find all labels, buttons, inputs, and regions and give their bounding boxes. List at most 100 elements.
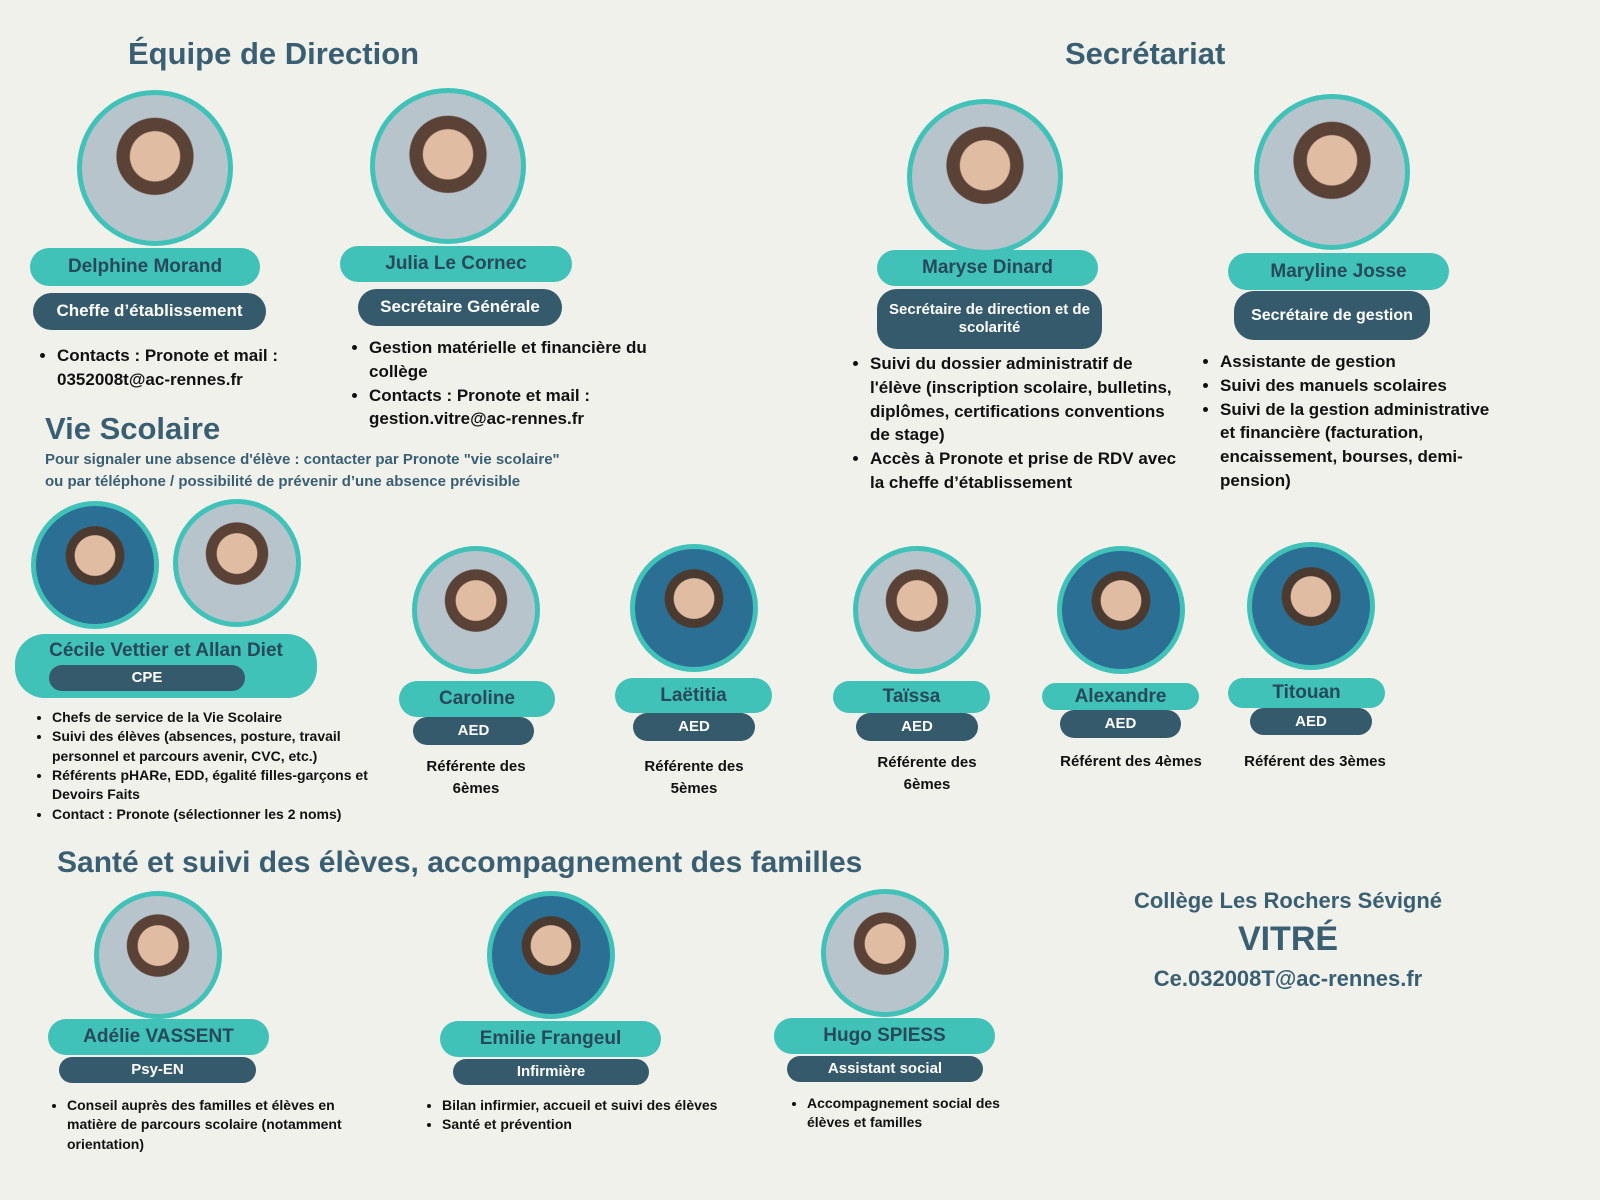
bullet-list: Gestion matérielle et financière du coll… bbox=[347, 336, 667, 431]
name-pill: Emilie Frangeul bbox=[440, 1021, 661, 1057]
vie-scolaire-note-2: ou par téléphone / possibilité de préven… bbox=[45, 473, 521, 490]
role-pill: Secrétaire de direction et de scolarité bbox=[877, 289, 1102, 349]
college-city: VITRÉ bbox=[1237, 920, 1339, 958]
person-name: Delphine Morand bbox=[67, 256, 223, 277]
name-pill: Taïssa bbox=[833, 681, 990, 713]
bullet-item: Contact : Pronote (sélectionner les 2 no… bbox=[52, 805, 390, 824]
bullet-list: Contacts : Pronote et mail : 0352008t@ac… bbox=[35, 344, 335, 392]
person-photo bbox=[1057, 546, 1185, 674]
role-pill: Secrétaire Générale bbox=[358, 289, 562, 326]
college-email: Ce.032008T@ac-rennes.fr bbox=[1153, 966, 1423, 991]
name-pill: Adélie VASSENT bbox=[48, 1019, 269, 1055]
referent-text: Référente des 6èmes bbox=[877, 754, 977, 793]
bullet-item: Assistante de gestion bbox=[1220, 350, 1498, 374]
person-name: Hugo SPIESS bbox=[823, 1025, 946, 1046]
role-pill: Cheffe d’établissement bbox=[33, 293, 266, 330]
bullet-list: Bilan infirmier, accueil et suivi des él… bbox=[420, 1096, 730, 1135]
person-name: Caroline bbox=[438, 688, 516, 709]
person-role: Cheffe d’établissement bbox=[56, 301, 243, 321]
person-photo bbox=[487, 891, 615, 1019]
bullet-list: Assistante de gestionSuivi des manuels s… bbox=[1198, 350, 1498, 493]
person-photo bbox=[370, 88, 526, 244]
role-pill: AED bbox=[413, 717, 534, 745]
bullet-item: Contacts : Pronote et mail : gestion.vit… bbox=[369, 384, 667, 432]
person-role: Infirmière bbox=[516, 1063, 586, 1080]
person-role: Secrétaire de direction et de scolarité bbox=[889, 301, 1090, 336]
person-name: Julia Le Cornec bbox=[385, 253, 527, 274]
person-name: Maryline Josse bbox=[1270, 260, 1407, 282]
person-photo bbox=[853, 546, 981, 674]
referent-text: Référente des 6èmes bbox=[426, 758, 526, 797]
person-name: Emilie Frangeul bbox=[479, 1028, 622, 1049]
person-photo bbox=[1247, 542, 1375, 670]
person-role: AED bbox=[457, 722, 490, 739]
bullet-item: Suivi des manuels scolaires bbox=[1220, 374, 1498, 398]
person-name: Cécile Vettier et Allan Diet bbox=[49, 640, 283, 661]
vie-scolaire-note-1: Pour signaler une absence d'élève : cont… bbox=[45, 451, 560, 468]
role-pill: Secrétaire de gestion bbox=[1234, 291, 1430, 340]
person-role: AED bbox=[901, 718, 933, 735]
name-pill: Caroline bbox=[399, 681, 555, 717]
person-name: Taïssa bbox=[882, 686, 941, 707]
role-pill: Assistant social bbox=[787, 1056, 983, 1082]
person-role: Psy-EN bbox=[131, 1061, 184, 1078]
person-role: AED bbox=[1104, 715, 1137, 732]
role-pill: AED bbox=[633, 713, 755, 741]
role-pill: CPE bbox=[49, 665, 245, 691]
heading-sante: Santé et suivi des élèves, accompagnemen… bbox=[57, 846, 863, 879]
bullet-item: Contacts : Pronote et mail : 0352008t@ac… bbox=[57, 344, 335, 392]
bullet-item: Accompagnement social des élèves et fami… bbox=[807, 1094, 1035, 1133]
person-name: Titouan bbox=[1272, 682, 1341, 703]
referent-text: Référent des 3èmes bbox=[1244, 753, 1386, 770]
role-pill: Infirmière bbox=[453, 1059, 649, 1085]
role-pill: AED bbox=[856, 713, 978, 741]
heading-direction: Équipe de Direction bbox=[128, 36, 420, 71]
college-name: Collège Les Rochers Sévigné bbox=[1133, 888, 1443, 913]
person-name: Alexandre bbox=[1074, 685, 1167, 707]
name-pill: Maryline Josse bbox=[1228, 253, 1449, 290]
person-role: CPE bbox=[131, 669, 163, 686]
heading-vie-scolaire: Vie Scolaire bbox=[45, 411, 221, 446]
name-pill: Delphine Morand bbox=[30, 248, 260, 286]
name-pill: Alexandre bbox=[1042, 683, 1199, 710]
name-pill: Maryse Dinard bbox=[877, 250, 1098, 286]
person-role: AED bbox=[1295, 712, 1327, 730]
person-role: Secrétaire Générale bbox=[380, 297, 540, 317]
person-name: Laëtitia bbox=[660, 684, 727, 706]
person-photo bbox=[412, 546, 540, 674]
bullet-item: Suivi des élèves (absences, posture, tra… bbox=[52, 727, 390, 766]
bullet-item: Suivi de la gestion administrative et fi… bbox=[1220, 398, 1498, 493]
name-pill: Laëtitia bbox=[615, 678, 772, 713]
person-photo bbox=[821, 889, 949, 1017]
role-pill: AED bbox=[1060, 710, 1181, 738]
bullet-item: Référents pHARe, EDD, égalité filles-gar… bbox=[52, 766, 390, 805]
bullet-item: Gestion matérielle et financière du coll… bbox=[369, 336, 667, 384]
bullet-list: Suivi du dossier administratif de l'élèv… bbox=[848, 352, 1188, 495]
name-pill: Julia Le Cornec bbox=[340, 246, 572, 282]
bullet-item: Accès à Pronote et prise de RDV avec la … bbox=[870, 447, 1188, 495]
person-photo bbox=[907, 99, 1063, 255]
bullet-list: Accompagnement social des élèves et fami… bbox=[785, 1094, 1035, 1133]
person-photo bbox=[630, 544, 758, 672]
person-name: Adélie VASSENT bbox=[83, 1026, 234, 1047]
person-role: Secrétaire de gestion bbox=[1251, 306, 1413, 324]
bullet-item: Bilan infirmier, accueil et suivi des él… bbox=[442, 1096, 730, 1115]
person-photo bbox=[1254, 94, 1410, 250]
bullet-list: Chefs de service de la Vie ScolaireSuivi… bbox=[30, 708, 390, 824]
person-role: AED bbox=[678, 718, 710, 735]
referent-text: Référent des 4èmes bbox=[1060, 753, 1202, 770]
role-pill: Psy-EN bbox=[59, 1057, 256, 1083]
role-pill: AED bbox=[1250, 708, 1372, 735]
person-photo bbox=[31, 501, 159, 629]
bullet-list: Conseil auprès des familles et élèves en… bbox=[45, 1096, 385, 1154]
referent-text: Référente des 5èmes bbox=[644, 758, 744, 797]
name-pill: Hugo SPIESS bbox=[774, 1018, 995, 1054]
person-role: Assistant social bbox=[827, 1060, 943, 1077]
bullet-item: Santé et prévention bbox=[442, 1115, 730, 1134]
heading-secretariat: Secrétariat bbox=[1065, 36, 1226, 71]
person-name: Maryse Dinard bbox=[922, 257, 1053, 278]
bullet-item: Conseil auprès des familles et élèves en… bbox=[67, 1096, 385, 1154]
person-photo bbox=[94, 891, 222, 1019]
bullet-item: Chefs de service de la Vie Scolaire bbox=[52, 708, 390, 727]
bullet-item: Suivi du dossier administratif de l'élèv… bbox=[870, 352, 1188, 447]
